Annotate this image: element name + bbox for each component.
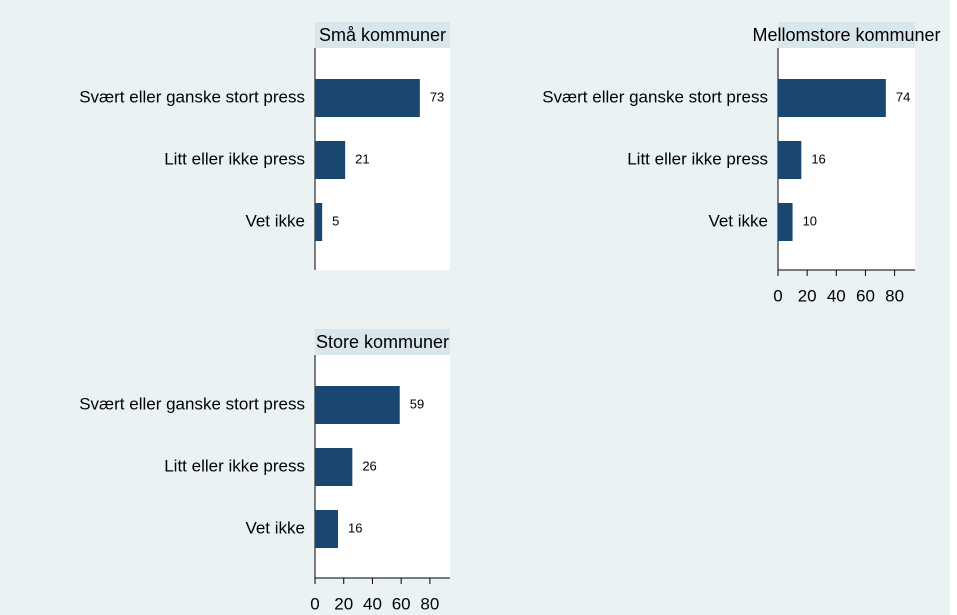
value-label: 16	[811, 151, 825, 166]
x-tick-label: 80	[420, 594, 439, 613]
value-label: 5	[332, 213, 339, 228]
x-tick-label: 0	[310, 594, 319, 613]
x-tick-label: 60	[856, 286, 875, 305]
category-label: Svært eller ganske stort press	[542, 87, 768, 106]
bar	[315, 141, 346, 179]
value-label: 26	[362, 458, 376, 473]
value-label: 16	[348, 520, 362, 535]
x-tick-label: 80	[885, 286, 904, 305]
category-label: Vet ikke	[708, 211, 768, 230]
category-label: Svært eller ganske stort press	[79, 87, 305, 106]
category-label: Litt eller ikke press	[164, 456, 305, 475]
bar	[315, 448, 353, 486]
panel-title: Små kommuner	[319, 25, 446, 45]
title-band	[315, 329, 450, 355]
panel-title: Mellomstore kommuner	[752, 25, 940, 45]
x-tick-label: 0	[773, 286, 782, 305]
bar	[778, 141, 802, 179]
panel-title: Store kommuner	[316, 332, 449, 352]
bar	[315, 510, 338, 548]
value-label: 10	[803, 213, 817, 228]
x-tick-label: 60	[392, 594, 411, 613]
value-label: 74	[896, 89, 910, 104]
title-band	[315, 22, 450, 48]
bar	[315, 203, 323, 241]
x-tick-label: 20	[798, 286, 817, 305]
value-label: 59	[410, 396, 424, 411]
bar	[315, 79, 420, 117]
title-band	[778, 22, 915, 48]
value-label: 73	[430, 89, 444, 104]
category-label: Vet ikke	[245, 211, 305, 230]
category-label: Litt eller ikke press	[627, 149, 768, 168]
bar	[315, 386, 400, 424]
x-tick-label: 40	[363, 594, 382, 613]
bar	[778, 203, 793, 241]
category-label: Litt eller ikke press	[164, 149, 305, 168]
category-label: Svært eller ganske stort press	[79, 394, 305, 413]
x-tick-label: 40	[827, 286, 846, 305]
x-tick-label: 20	[334, 594, 353, 613]
bar	[778, 79, 886, 117]
value-label: 21	[355, 151, 369, 166]
category-label: Vet ikke	[245, 518, 305, 537]
